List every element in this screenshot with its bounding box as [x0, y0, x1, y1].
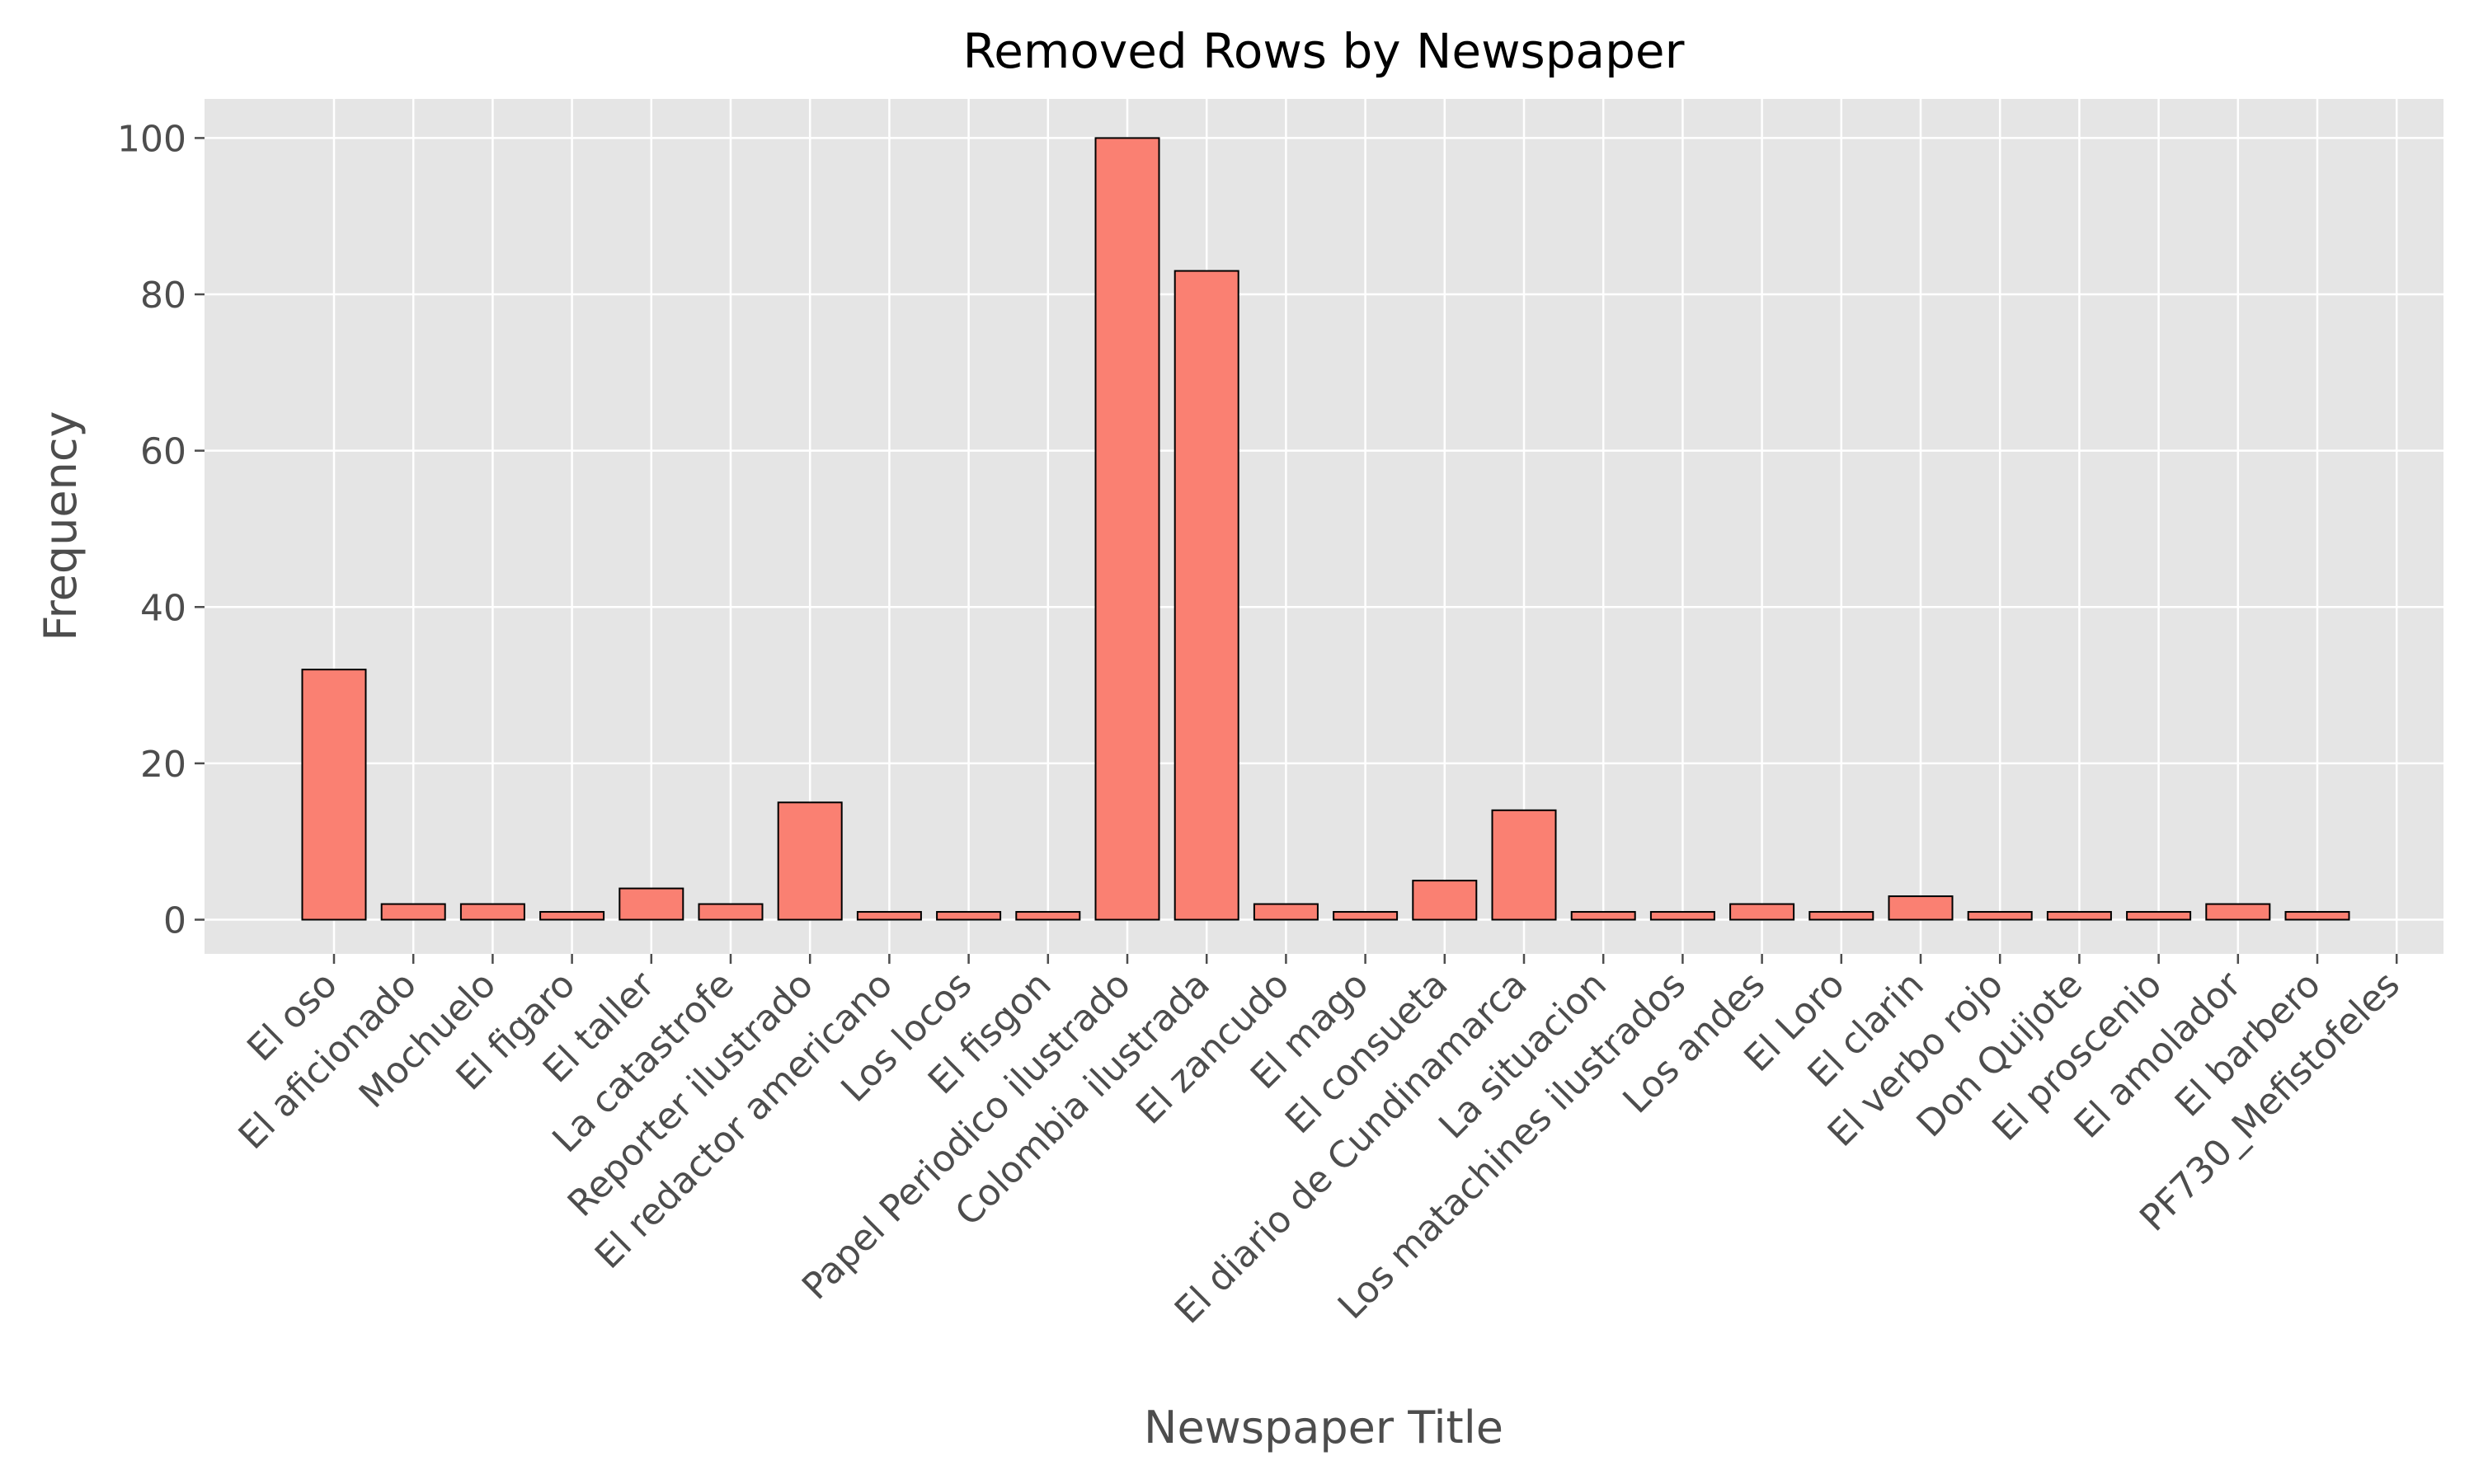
- bar: [1570, 911, 1636, 921]
- plot-area: [205, 99, 2443, 954]
- bar: [936, 911, 1002, 921]
- bar: [1967, 911, 2033, 921]
- bar: [1174, 270, 1239, 921]
- bar: [539, 911, 605, 921]
- bar: [1491, 809, 1557, 921]
- chart-title: Removed Rows by Newspaper: [963, 23, 1685, 79]
- bar: [1412, 880, 1478, 921]
- bar: [698, 903, 764, 921]
- y-axis-label: Frequency: [35, 411, 87, 641]
- y-tick-label: 80: [140, 275, 186, 317]
- y-tick-label: 100: [117, 118, 186, 160]
- bar: [1729, 903, 1795, 921]
- y-tick-label: 20: [140, 744, 186, 786]
- x-axis-label: Newspaper Title: [1144, 1402, 1503, 1453]
- bar: [2126, 911, 2192, 921]
- bar: [856, 911, 922, 921]
- bar: [380, 903, 446, 921]
- bar: [1649, 911, 1715, 921]
- bar: [459, 903, 525, 921]
- bar: [301, 669, 367, 921]
- bar: [1015, 911, 1081, 921]
- bar: [618, 887, 684, 921]
- bar: [1888, 895, 1954, 921]
- bar: [1253, 903, 1319, 921]
- bar: [1333, 911, 1399, 921]
- y-tick-label: 40: [140, 587, 186, 629]
- bar: [2205, 903, 2271, 921]
- bar: [2284, 911, 2350, 921]
- bar: [1094, 137, 1160, 921]
- y-axis-ticks: 0 20 40 60 80 100: [117, 118, 205, 942]
- y-tick-label: 60: [140, 431, 186, 473]
- bars: [301, 137, 2350, 921]
- y-tick-label: 0: [163, 900, 186, 942]
- bar: [1808, 911, 1874, 921]
- bar: [2046, 911, 2112, 921]
- bar: [777, 801, 843, 921]
